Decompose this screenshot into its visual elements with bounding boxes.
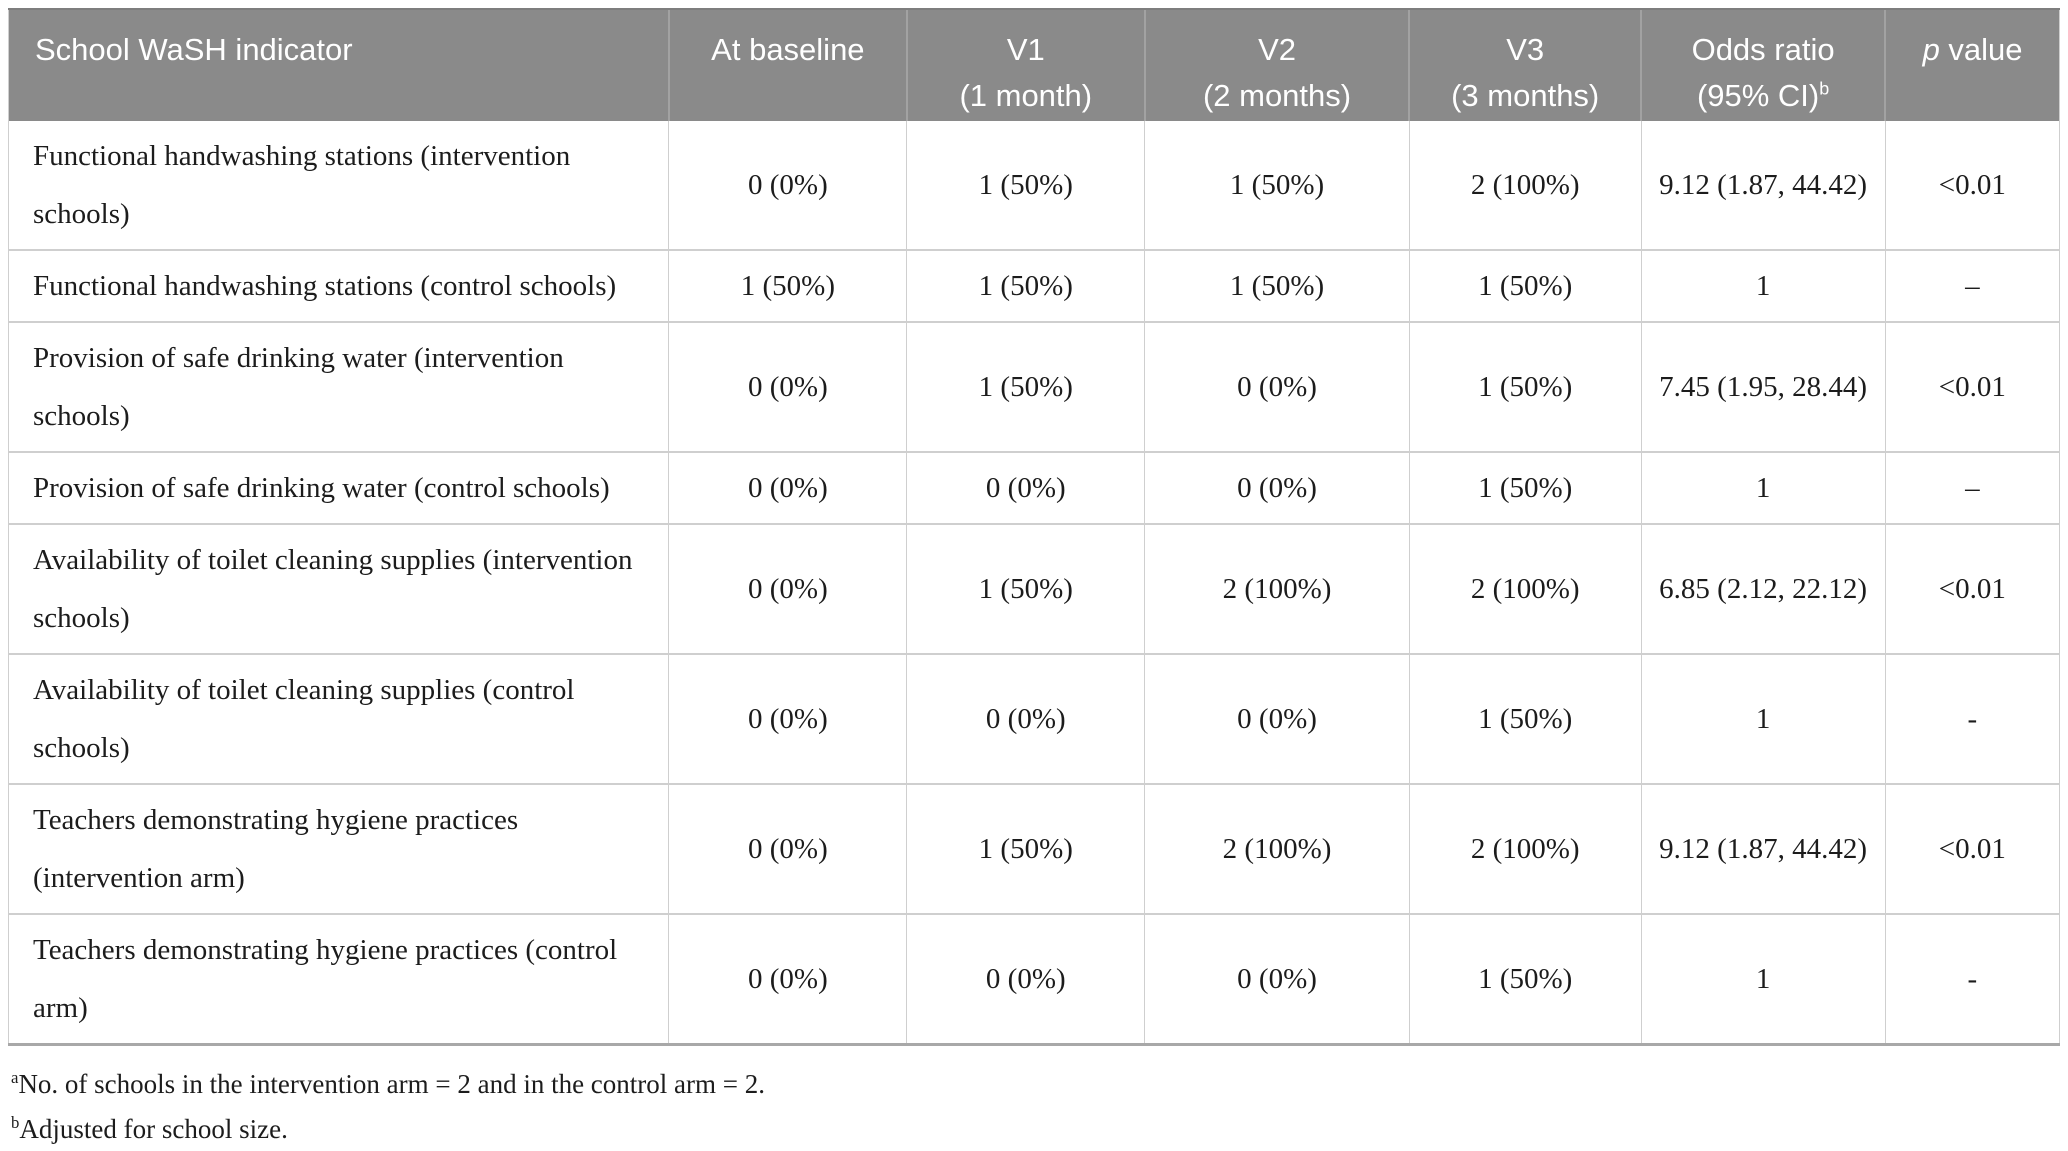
cell-v3: 1 (50%) (1408, 654, 1642, 785)
cell-v1: 0 (0%) (906, 654, 1145, 785)
table-row: Provision of safe drinking water (interv… (8, 322, 2060, 453)
header-line: (1 month) (959, 77, 1093, 113)
cell-v2: 1 (50%) (1144, 121, 1410, 251)
cell-indicator: Availability of toilet cleaning supplies… (8, 524, 669, 655)
header-line: V2 (1258, 32, 1296, 67)
cell-v3: 2 (100%) (1408, 524, 1642, 655)
cell-v3: 1 (50%) (1408, 250, 1642, 323)
table-row: Provision of safe drinking water (contro… (8, 452, 2060, 525)
cell-v2: 1 (50%) (1144, 250, 1410, 323)
header-line: V1 (1006, 32, 1045, 67)
column-header-odds-ratio: Odds ratio (95% CI)b (1640, 8, 1886, 121)
cell-baseline: 0 (0%) (668, 452, 907, 525)
cell-baseline: 0 (0%) (668, 784, 907, 915)
cell-v1: 1 (50%) (906, 784, 1145, 915)
cell-baseline: 0 (0%) (668, 524, 907, 655)
cell-v3: 2 (100%) (1408, 784, 1642, 915)
header-line-text: (95% CI) (1696, 77, 1820, 113)
footnote-marker-b: b (1819, 78, 1830, 99)
footnote-text: Adjusted for school size. (19, 1113, 288, 1144)
cell-v2: 2 (100%) (1144, 524, 1410, 655)
cell-odds-ratio: 7.45 (1.95, 28.44) (1640, 322, 1886, 453)
cell-indicator: Functional handwashing stations (interve… (8, 121, 669, 251)
cell-v1: 1 (50%) (906, 121, 1145, 251)
cell-odds-ratio: 9.12 (1.87, 44.42) (1640, 121, 1886, 251)
cell-baseline: 0 (0%) (668, 121, 907, 251)
column-header-baseline: At baseline (667, 8, 907, 121)
cell-p-value: <0.01 (1884, 524, 2060, 655)
footnote-a: aNo. of schools in the intervention arm … (11, 1062, 2060, 1107)
cell-v3: 1 (50%) (1408, 452, 1642, 525)
cell-indicator: Teachers demonstrating hygiene practices… (8, 784, 669, 915)
footnote-b: bAdjusted for school size. (11, 1107, 2060, 1151)
cell-p-value: – (1884, 452, 2060, 525)
wash-indicators-table: School WaSH indicator At baseline V1 (1 … (8, 8, 2060, 1046)
table-row: Teachers demonstrating hygiene practices… (8, 784, 2060, 915)
footnote-marker-a: a (11, 1068, 19, 1087)
cell-p-value: - (1884, 654, 2060, 785)
column-header-indicator: School WaSH indicator (8, 8, 669, 121)
p-italic: p (1922, 32, 1940, 67)
cell-odds-ratio: 9.12 (1.87, 44.42) (1640, 784, 1886, 915)
table-row: Functional handwashing stations (interve… (8, 121, 2060, 251)
table-header-row: School WaSH indicator At baseline V1 (1 … (8, 8, 2060, 121)
cell-odds-ratio: 1 (1640, 914, 1886, 1046)
cell-odds-ratio: 1 (1640, 452, 1886, 525)
cell-v2: 0 (0%) (1144, 452, 1410, 525)
cell-p-value: <0.01 (1884, 322, 2060, 453)
cell-baseline: 0 (0%) (668, 914, 907, 1046)
cell-v1: 1 (50%) (906, 524, 1145, 655)
column-header-v2: V2 (2 months) (1143, 8, 1410, 121)
cell-v2: 0 (0%) (1144, 322, 1410, 453)
cell-v2: 2 (100%) (1144, 784, 1410, 915)
cell-p-value: – (1884, 250, 2060, 323)
cell-v1: 1 (50%) (906, 250, 1145, 323)
column-header-v1: V1 (1 month) (905, 8, 1145, 121)
table-row: Availability of toilet cleaning supplies… (8, 524, 2060, 655)
cell-v2: 0 (0%) (1144, 914, 1410, 1046)
cell-v1: 0 (0%) (906, 914, 1145, 1046)
cell-v3: 1 (50%) (1408, 914, 1642, 1046)
cell-odds-ratio: 1 (1640, 654, 1886, 785)
cell-p-value: <0.01 (1884, 784, 2060, 915)
cell-baseline: 0 (0%) (668, 654, 907, 785)
cell-odds-ratio: 1 (1640, 250, 1886, 323)
cell-v3: 1 (50%) (1408, 322, 1642, 453)
cell-indicator: Provision of safe drinking water (interv… (8, 322, 669, 453)
table-footnotes: aNo. of schools in the intervention arm … (8, 1046, 2060, 1151)
cell-v2: 0 (0%) (1144, 654, 1410, 785)
header-line: (2 months) (1202, 77, 1352, 113)
cell-v3: 2 (100%) (1408, 121, 1642, 251)
column-header-p-value: p value (1884, 8, 2060, 121)
header-line: (95% CI)b (1643, 73, 1883, 119)
footnote-marker-b: b (11, 1112, 20, 1132)
cell-indicator: Availability of toilet cleaning supplies… (8, 654, 669, 785)
cell-baseline: 0 (0%) (668, 322, 907, 453)
column-header-v3: V3 (3 months) (1408, 8, 1642, 121)
cell-p-value: - (1884, 914, 2060, 1046)
table-row: Teachers demonstrating hygiene practices… (8, 914, 2060, 1046)
table-row: Functional handwashing stations (control… (8, 250, 2060, 323)
header-line: Odds ratio (1691, 32, 1835, 67)
cell-odds-ratio: 6.85 (2.12, 22.12) (1640, 524, 1886, 655)
p-rest: value (1939, 32, 2023, 67)
cell-indicator: Teachers demonstrating hygiene practices… (8, 914, 669, 1046)
table-row: Availability of toilet cleaning supplies… (8, 654, 2060, 785)
cell-v1: 0 (0%) (906, 452, 1145, 525)
header-line: (3 months) (1451, 77, 1600, 113)
cell-p-value: <0.01 (1884, 121, 2060, 251)
cell-indicator: Provision of safe drinking water (contro… (8, 452, 669, 525)
footnote-text: No. of schools in the intervention arm =… (18, 1069, 765, 1099)
cell-v1: 1 (50%) (906, 322, 1145, 453)
cell-indicator: Functional handwashing stations (control… (8, 250, 669, 323)
header-line: V3 (1506, 32, 1545, 67)
cell-baseline: 1 (50%) (668, 250, 907, 323)
